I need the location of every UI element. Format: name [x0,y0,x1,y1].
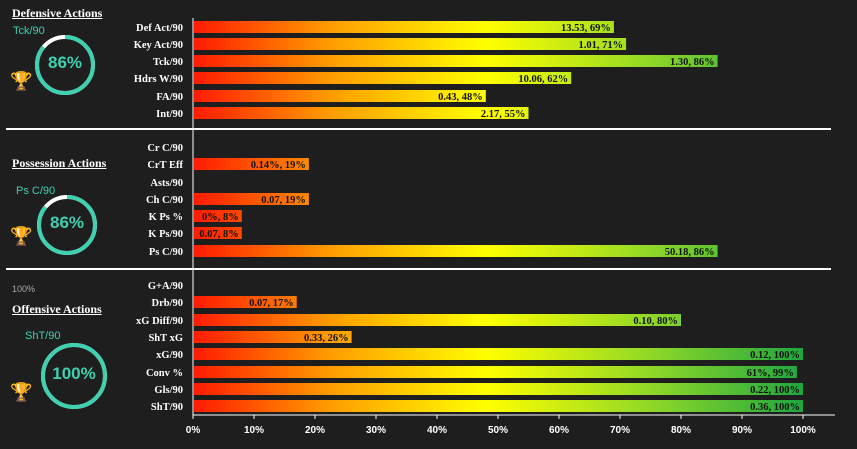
x-tick-label: 90% [732,425,752,436]
percentile-ring-offensive [41,343,107,409]
data-label: 0.22, 100% [750,385,800,396]
category-label: FA/90 [156,92,183,103]
percentile-ring-possession [37,195,97,255]
category-label: Asts/90 [150,178,183,189]
section-divider [6,268,831,270]
category-label: xG/90 [156,350,183,361]
bar [194,21,614,33]
section-title-offensive: Offensive Actions [12,302,102,316]
category-label: G+A/90 [148,281,183,292]
category-label: Cr C/90 [147,143,183,154]
x-tick-label: 10% [244,425,264,436]
category-label: K Ps/90 [148,229,183,240]
bar [194,296,297,308]
percentile-note: 100% [12,284,36,294]
bar [194,227,242,239]
data-label: 13.53, 69% [561,23,611,34]
section-metric-possession: Ps C/90 [16,185,56,197]
bar [194,348,803,360]
bar [194,90,486,102]
section-title-possession: Possession Actions [12,156,107,170]
category-label: Gls/90 [154,385,183,396]
category-label: ShT xG [148,333,183,344]
category-label: Ch C/90 [146,195,183,206]
data-label: 0.07, 8% [199,229,238,240]
x-tick-label: 50% [488,425,508,436]
data-label: 1.01, 71% [578,40,623,51]
data-label: 61%, 99% [747,368,794,379]
category-label: CrT Eff [147,160,183,171]
data-label: 2.17, 55% [481,109,526,120]
category-label: Int/90 [156,109,183,120]
x-tick-label: 80% [671,425,691,436]
category-label: Def Act/90 [136,23,183,34]
category-label: Drb/90 [152,298,184,309]
bar [194,72,572,84]
x-tick-label: 100% [790,425,816,436]
category-label: Tck/90 [153,57,183,68]
data-label: 1.30, 86% [670,57,715,68]
trophy-icon: 🏆 [10,382,33,402]
bar [194,38,627,50]
bar [194,366,797,378]
data-label: 0%, 8% [202,212,239,223]
x-tick-label: 40% [427,425,447,436]
section-metric-offensive: ShT/90 [25,330,61,342]
category-label: ShT/90 [151,402,183,413]
x-tick-label: 60% [549,425,569,436]
category-label: Key Act/90 [134,40,183,51]
data-label: 0.14%, 19% [251,160,306,171]
percentile-value-possession: 86% [49,213,85,232]
section-divider [6,128,831,130]
bar [194,314,681,326]
x-tick-label: 30% [366,425,386,436]
section-title-defensive: Defensive Actions [12,6,103,20]
section-metric-defensive: Tck/90 [13,25,45,37]
category-label: Conv % [146,368,183,379]
bar [194,400,803,412]
category-label: xG Diff/90 [136,316,183,327]
bar [194,193,309,205]
percentile-value-defensive: 86% [47,53,83,72]
data-label: 0.10, 80% [633,316,678,327]
trophy-icon: 🏆 [10,71,33,91]
data-label: 50.18, 86% [665,247,715,258]
x-tick-label: 0% [186,425,201,436]
x-tick-label: 70% [610,425,630,436]
data-label: 0.07, 19% [261,195,306,206]
data-label: 0.33, 26% [304,333,349,344]
data-label: 0.12, 100% [750,350,800,361]
category-label: K Ps % [149,212,183,223]
data-label: 0.36, 100% [750,402,800,413]
category-label: Hdrs W/90 [134,74,183,85]
x-tick-label: 20% [305,425,325,436]
trophy-icon: 🏆 [10,226,33,246]
bar [194,55,718,67]
bar [194,331,352,343]
bar [194,383,803,395]
percentile-ring-defensive [35,35,95,95]
category-label: Ps C/90 [149,247,183,258]
bar [194,210,242,222]
bar [194,158,309,170]
percentile-value-offensive: 100% [52,364,96,383]
data-label: 0.43, 48% [438,92,483,103]
bar [194,245,718,257]
data-label: 0.07, 17% [249,298,294,309]
bar [194,107,529,119]
data-label: 10.06, 62% [518,74,568,85]
